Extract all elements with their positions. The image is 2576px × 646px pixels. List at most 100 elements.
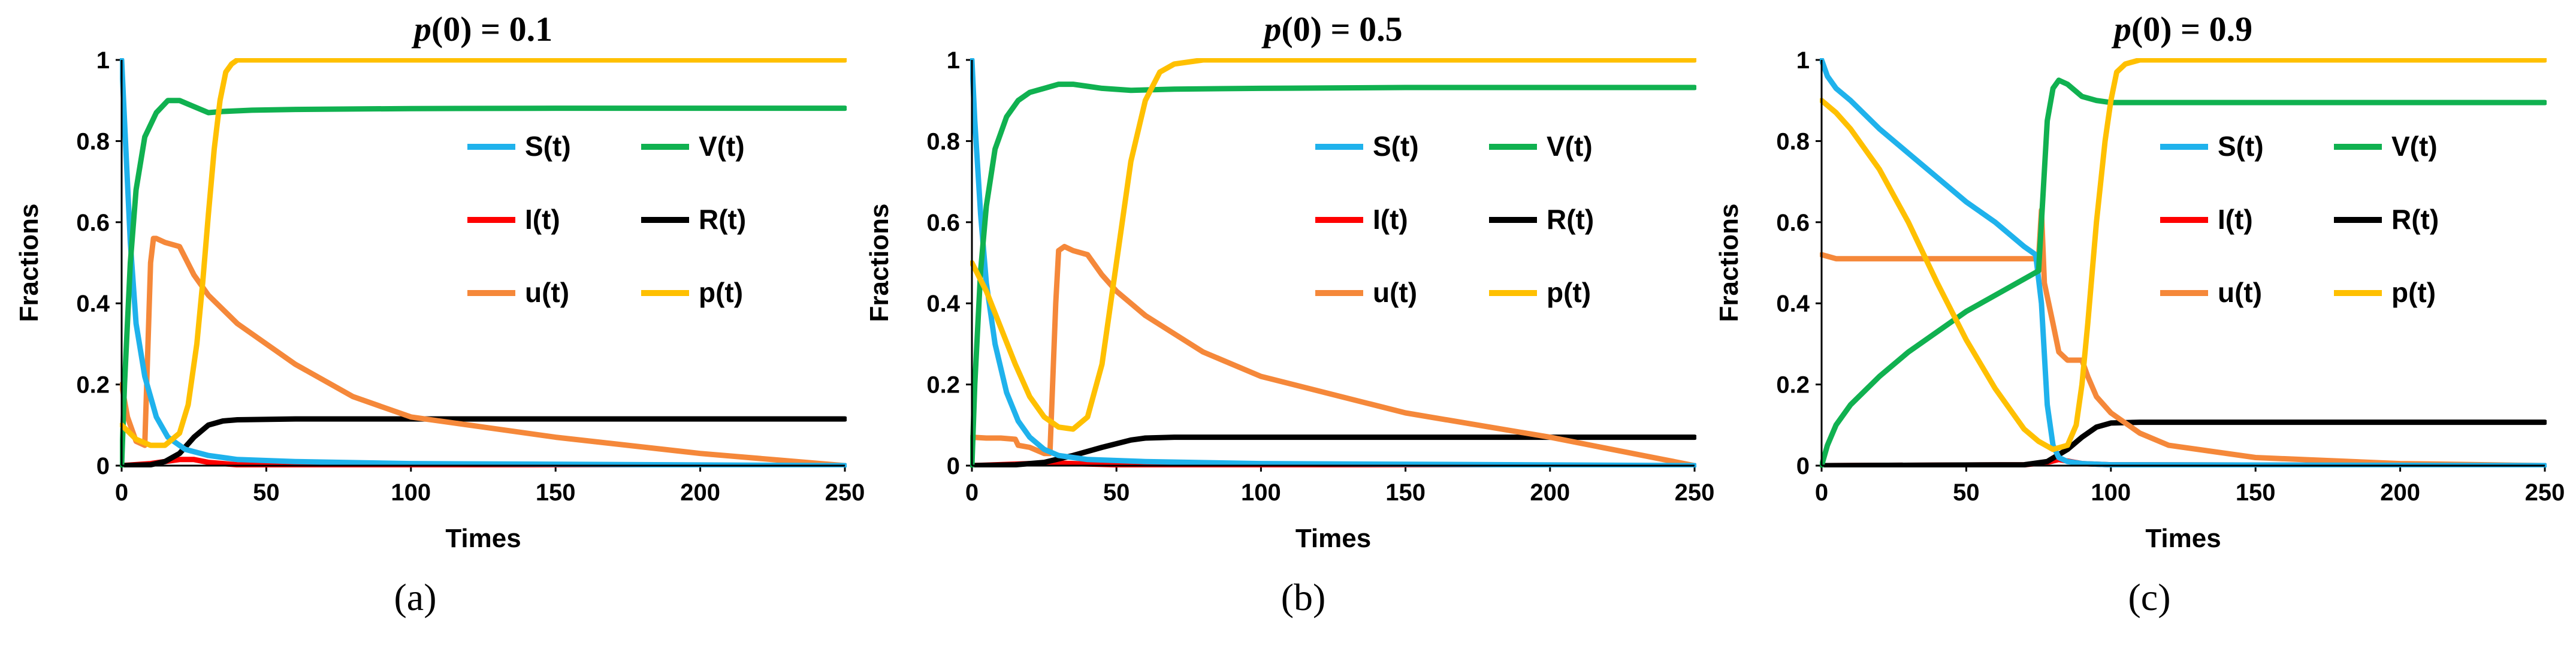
title-expression: (0) = 0.9 bbox=[2131, 10, 2252, 49]
legend-label: I(t) bbox=[2218, 204, 2253, 235]
y-tick-label: 0.4 bbox=[926, 291, 960, 317]
legend-item: I(t) bbox=[1315, 204, 1408, 235]
legend-label: u(t) bbox=[2218, 277, 2262, 308]
legend-label: V(t) bbox=[2391, 131, 2438, 162]
title-variable: p bbox=[1261, 10, 1281, 49]
legend-label: p(t) bbox=[1547, 277, 1591, 308]
legend-item: I(t) bbox=[467, 204, 560, 235]
legend-item: p(t) bbox=[641, 277, 743, 308]
title-expression: (0) = 0.1 bbox=[431, 10, 552, 49]
y-tick-label: 1 bbox=[96, 47, 110, 74]
series-line-pt bbox=[970, 58, 1696, 432]
series-line-ut bbox=[970, 243, 1696, 467]
y-tick-label: 0.8 bbox=[1776, 128, 1810, 155]
series-line-vt bbox=[120, 98, 847, 467]
x-tick-label: 150 bbox=[536, 479, 576, 506]
series-line-ut bbox=[120, 236, 847, 467]
legend-label: u(t) bbox=[525, 277, 569, 308]
y-tick-label: 0.4 bbox=[1776, 291, 1810, 317]
legend-item: R(t) bbox=[641, 204, 746, 235]
legend-item: V(t) bbox=[641, 131, 745, 162]
y-axis-label: Fractions bbox=[1714, 203, 1744, 322]
series-line-st bbox=[970, 58, 1696, 467]
x-tick-label: 100 bbox=[391, 479, 431, 506]
series-line-vt bbox=[970, 81, 1696, 467]
chart-panel-1: p(0) = 0.1 Fractions Times 0 0.2 0.4 0.6 0.8 1 0 5… bbox=[14, 10, 865, 553]
legend-item: V(t) bbox=[2334, 131, 2438, 162]
y-axis-label: Fractions bbox=[865, 203, 894, 322]
y-tick-label: 0 bbox=[96, 453, 110, 479]
y-tick-label: 0.8 bbox=[76, 128, 110, 155]
x-tick-label: 150 bbox=[2236, 479, 2276, 506]
x-tick-label: 50 bbox=[1103, 479, 1130, 506]
x-tick-label: 200 bbox=[1530, 479, 1570, 506]
y-tick-label: 0 bbox=[1796, 453, 1810, 479]
series-line-ut bbox=[1820, 207, 2547, 467]
series-line-rt bbox=[120, 416, 847, 467]
chart-title: p(0) = 0.9 bbox=[2111, 10, 2252, 49]
x-tick-label: 100 bbox=[1241, 479, 1281, 506]
legend-label: V(t) bbox=[699, 131, 745, 162]
x-tick-label: 250 bbox=[1675, 479, 1715, 506]
series-group bbox=[120, 58, 847, 467]
legend: S(t) V(t) I(t) R(t) u(t) p(t) bbox=[1315, 131, 1594, 308]
legend-label: V(t) bbox=[1547, 131, 1593, 162]
series-group bbox=[970, 58, 1696, 467]
y-tick-label: 0 bbox=[947, 453, 960, 479]
chart-panel-2: p(0) = 0.5 Fractions Times 0 0.2 0.4 0.6 0.8 1 0 5… bbox=[865, 10, 1714, 553]
legend-item: p(t) bbox=[2334, 277, 2436, 308]
x-tick-label: 50 bbox=[1953, 479, 1980, 506]
title-expression: (0) = 0.5 bbox=[1281, 10, 1402, 49]
x-tick-label: 0 bbox=[1815, 479, 1828, 506]
legend-item: S(t) bbox=[467, 131, 571, 162]
series-line-st bbox=[1820, 58, 2547, 467]
x-tick-label: 0 bbox=[115, 479, 128, 506]
series-line-vt bbox=[1820, 77, 2547, 467]
x-tick-label: 200 bbox=[680, 479, 720, 506]
series-line-rt bbox=[1820, 419, 2547, 467]
legend-item: u(t) bbox=[2160, 277, 2262, 308]
y-tick-label: 0.8 bbox=[926, 128, 960, 155]
x-axis-label: Times bbox=[2145, 524, 2221, 553]
legend-item: S(t) bbox=[2160, 131, 2264, 162]
legend-label: S(t) bbox=[525, 131, 571, 162]
legend-item: S(t) bbox=[1315, 131, 1419, 162]
series-line-pt bbox=[120, 58, 847, 448]
legend-label: I(t) bbox=[1373, 204, 1408, 235]
y-tick-label: 0.2 bbox=[76, 372, 110, 399]
legend: S(t) V(t) I(t) R(t) u(t) p(t) bbox=[467, 131, 746, 308]
series-line-st bbox=[120, 58, 847, 467]
x-tick-label: 50 bbox=[253, 479, 280, 506]
y-axis-label: Fractions bbox=[14, 203, 44, 322]
legend-label: R(t) bbox=[2391, 204, 2439, 235]
y-tick-label: 1 bbox=[947, 47, 960, 74]
y-tick-label: 0.2 bbox=[1776, 372, 1810, 399]
legend-label: R(t) bbox=[699, 204, 746, 235]
legend-item: I(t) bbox=[2160, 204, 2253, 235]
series-line-rt bbox=[970, 434, 1696, 467]
caption-a: (a) bbox=[394, 576, 437, 618]
y-tick-label: 0.6 bbox=[1776, 210, 1810, 236]
legend-label: p(t) bbox=[699, 277, 743, 308]
y-tick-label: 0.6 bbox=[926, 210, 960, 236]
legend-item: u(t) bbox=[1315, 277, 1417, 308]
y-tick-label: 0.2 bbox=[926, 372, 960, 399]
legend-item: R(t) bbox=[1489, 204, 1594, 235]
x-tick-label: 100 bbox=[2091, 479, 2131, 506]
legend-label: S(t) bbox=[1373, 131, 1419, 162]
y-tick-label: 0.6 bbox=[76, 210, 110, 236]
legend-item: p(t) bbox=[1489, 277, 1591, 308]
x-tick-label: 150 bbox=[1385, 479, 1426, 506]
caption-c: (c) bbox=[2128, 576, 2171, 618]
x-tick-label: 250 bbox=[2525, 479, 2565, 506]
chart-panel-3: p(0) = 0.9 Fractions Times 0 0.2 0.4 0.6 0.8 1 0 5… bbox=[1714, 10, 2565, 553]
y-tick-label: 0.4 bbox=[76, 291, 110, 317]
legend: S(t) V(t) I(t) R(t) u(t) p(t) bbox=[2160, 131, 2439, 308]
legend-item: R(t) bbox=[2334, 204, 2439, 235]
legend-label: p(t) bbox=[2391, 277, 2436, 308]
title-variable: p bbox=[411, 10, 431, 49]
series-line-pt bbox=[1820, 58, 2547, 452]
legend-label: S(t) bbox=[2218, 131, 2264, 162]
legend-label: I(t) bbox=[525, 204, 560, 235]
